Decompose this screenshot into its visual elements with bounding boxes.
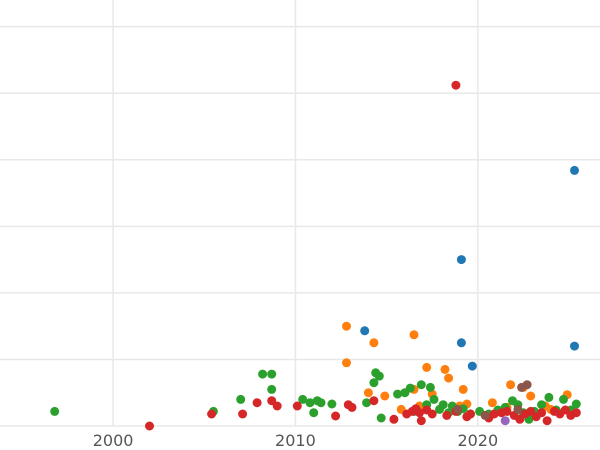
x-axis-tick-labels: 2000 2010 2020: [93, 431, 498, 450]
data-point: [376, 413, 386, 423]
data-point: [456, 255, 466, 265]
data-point: [571, 408, 581, 418]
data-point: [258, 369, 268, 379]
data-point: [342, 321, 351, 331]
data-point: [50, 406, 60, 416]
data-point: [272, 401, 282, 411]
data-point: [453, 404, 463, 414]
data-point: [207, 409, 217, 419]
x-tick-label-2020: 2020: [457, 431, 498, 450]
data-point: [502, 406, 512, 416]
data-point: [570, 165, 579, 175]
data-point: [526, 391, 536, 401]
data-point: [571, 399, 581, 409]
data-point: [560, 405, 570, 415]
data-point: [425, 382, 435, 392]
data-point: [145, 421, 154, 431]
data-point: [369, 338, 379, 348]
data-point: [415, 408, 424, 418]
data-point: [513, 404, 523, 414]
data-point: [327, 399, 337, 409]
data-point: [570, 341, 579, 351]
data-point: [440, 364, 450, 374]
data-point: [429, 394, 439, 404]
data-point: [362, 398, 372, 408]
data-point: [466, 409, 475, 419]
data-point: [393, 389, 403, 399]
data-point: [298, 394, 308, 404]
data-point: [480, 410, 490, 420]
data-point: [305, 398, 315, 408]
data-point: [342, 358, 351, 368]
data-point: [309, 408, 319, 418]
data-point: [506, 380, 516, 390]
data-point: [363, 388, 373, 398]
data-point: [427, 409, 437, 419]
data-point: [369, 378, 379, 388]
data-point: [489, 409, 499, 419]
data-point: [416, 380, 426, 390]
data-point: [331, 411, 341, 421]
data-point: [236, 394, 246, 404]
gridlines: [0, 0, 600, 427]
data-point: [537, 400, 547, 410]
data-point: [522, 380, 532, 390]
data-point: [467, 361, 477, 371]
data-point: [238, 409, 248, 419]
data-point: [416, 416, 426, 426]
x-tick-label-2010: 2010: [275, 431, 316, 450]
data-point: [292, 401, 302, 411]
data-point: [347, 402, 357, 412]
data-point: [500, 416, 510, 426]
data-point: [544, 392, 554, 402]
data-point: [559, 394, 568, 404]
data-point: [537, 408, 547, 418]
data-point: [267, 384, 277, 394]
data-point: [451, 80, 461, 90]
data-point: [369, 396, 379, 406]
data-point: [487, 398, 497, 408]
data-point: [438, 400, 448, 410]
data-point: [542, 416, 552, 426]
data-point: [360, 326, 370, 336]
data-point: [422, 362, 432, 372]
x-tick-label-2000: 2000: [93, 431, 134, 450]
data-points: [50, 80, 581, 431]
data-point: [456, 338, 466, 348]
data-point: [409, 330, 419, 340]
data-point: [444, 373, 454, 383]
data-point: [316, 398, 326, 408]
data-point: [374, 371, 384, 381]
data-point: [252, 398, 262, 408]
data-point: [405, 383, 415, 393]
data-point: [389, 414, 399, 424]
data-point: [458, 384, 468, 394]
data-point: [442, 410, 452, 420]
data-point: [380, 391, 390, 401]
data-point: [267, 369, 277, 379]
